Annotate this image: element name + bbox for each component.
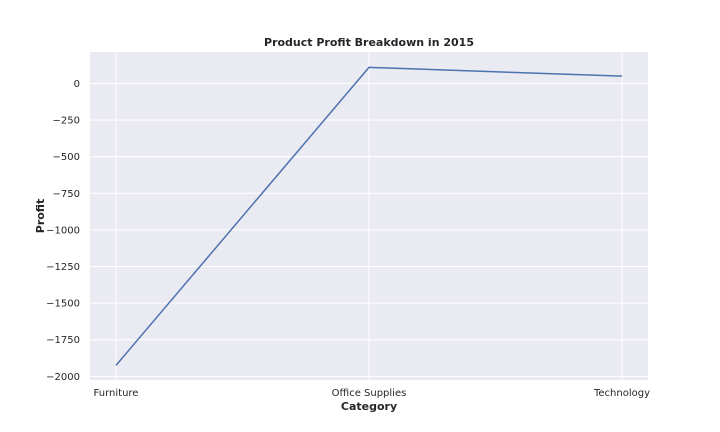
series-line bbox=[115, 66, 623, 366]
y-tick-label: 0 bbox=[74, 79, 80, 90]
x-axis-ticks: Furniture Office Supplies Technology bbox=[94, 388, 651, 399]
y-tick-label: −2000 bbox=[46, 372, 80, 383]
chart-title: Product Profit Breakdown in 2015 bbox=[264, 36, 474, 49]
y-tick-label: −1500 bbox=[46, 299, 80, 310]
x-tick-label: Furniture bbox=[94, 388, 139, 399]
y-axis-label: Profit bbox=[34, 199, 47, 233]
y-tick-label: −1000 bbox=[46, 225, 80, 236]
x-axis-label: Category bbox=[341, 400, 397, 413]
y-tick-label: −750 bbox=[53, 189, 80, 200]
data-series bbox=[115, 66, 623, 366]
y-tick-label: −250 bbox=[53, 116, 80, 127]
grid-lines bbox=[90, 52, 648, 380]
y-tick-label: −500 bbox=[53, 152, 80, 163]
y-tick-label: −1250 bbox=[46, 262, 80, 273]
y-axis-ticks: 0 −250 −500 −750 −1000 −1250 −1500 −1750 −2000 bbox=[46, 79, 80, 383]
x-tick-label: Office Supplies bbox=[332, 388, 407, 399]
y-tick-label: −1750 bbox=[46, 335, 80, 346]
x-tick-label: Technology bbox=[593, 388, 650, 399]
